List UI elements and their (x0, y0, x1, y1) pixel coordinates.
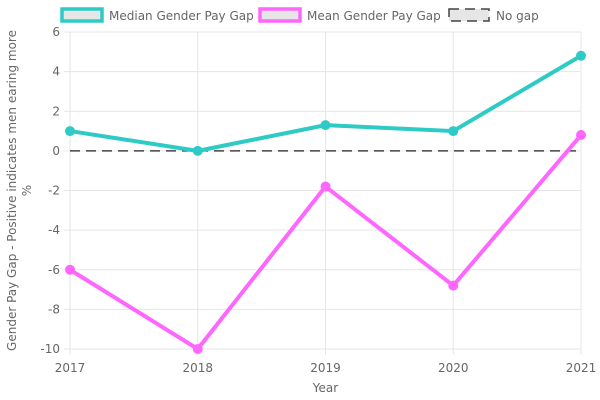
y-axis-label-line: % (20, 185, 34, 196)
legend-item[interactable]: Median Gender Pay Gap (60, 7, 254, 23)
legend-item[interactable]: Mean Gender Pay Gap (258, 7, 441, 23)
legend-swatch (60, 7, 104, 23)
x-axis-label: Year (312, 381, 338, 395)
data-point[interactable] (320, 120, 331, 131)
data-point[interactable] (448, 280, 459, 291)
x-tick-label: 2020 (438, 361, 469, 375)
x-tick-label: 2021 (566, 361, 597, 375)
legend-item[interactable]: No gap (448, 8, 539, 23)
x-tick-label: 2017 (55, 361, 86, 375)
series-group (65, 50, 586, 354)
data-point[interactable] (192, 344, 203, 354)
y-axis-label-line: Gender Pay Gap - Positive indicates men … (5, 30, 19, 351)
x-tick-label: 2018 (182, 361, 213, 375)
y-tick-label: 0 (52, 144, 60, 158)
data-point[interactable] (448, 126, 459, 137)
data-point[interactable] (65, 126, 75, 137)
y-tick-label: -10 (40, 342, 60, 356)
legend: Median Gender Pay Gap Mean Gender Pay Gap… (60, 7, 539, 23)
legend-label: No gap (496, 9, 539, 23)
y-tick-label: -6 (48, 263, 60, 277)
y-tick-label: -4 (48, 223, 60, 237)
x-tick-label: 2019 (310, 361, 341, 375)
y-tick-label: -2 (48, 184, 60, 198)
y-tick-labels: -10 -8 -6 -4 -2 0 2 4 6 (40, 25, 60, 356)
y-tick-label: 4 (52, 65, 60, 79)
series-1 (65, 130, 586, 354)
series-0 (65, 50, 586, 156)
y-tick-label: 2 (52, 104, 60, 118)
y-axis-label: Gender Pay Gap - Positive indicates men … (5, 30, 34, 351)
legend-label: Mean Gender Pay Gap (307, 9, 441, 23)
legend-swatch-border (448, 8, 490, 22)
data-point[interactable] (192, 145, 203, 156)
x-tick-labels: 2017 2018 2019 2020 2021 (55, 361, 597, 375)
data-point[interactable] (576, 50, 586, 61)
legend-swatch (258, 7, 302, 23)
data-point[interactable] (576, 130, 586, 141)
data-point[interactable] (65, 264, 75, 275)
y-tick-label: -8 (48, 302, 60, 316)
legend-swatch (449, 9, 489, 21)
data-point[interactable] (320, 181, 331, 192)
legend-label: Median Gender Pay Gap (109, 9, 254, 23)
y-tick-label: 6 (52, 25, 60, 39)
